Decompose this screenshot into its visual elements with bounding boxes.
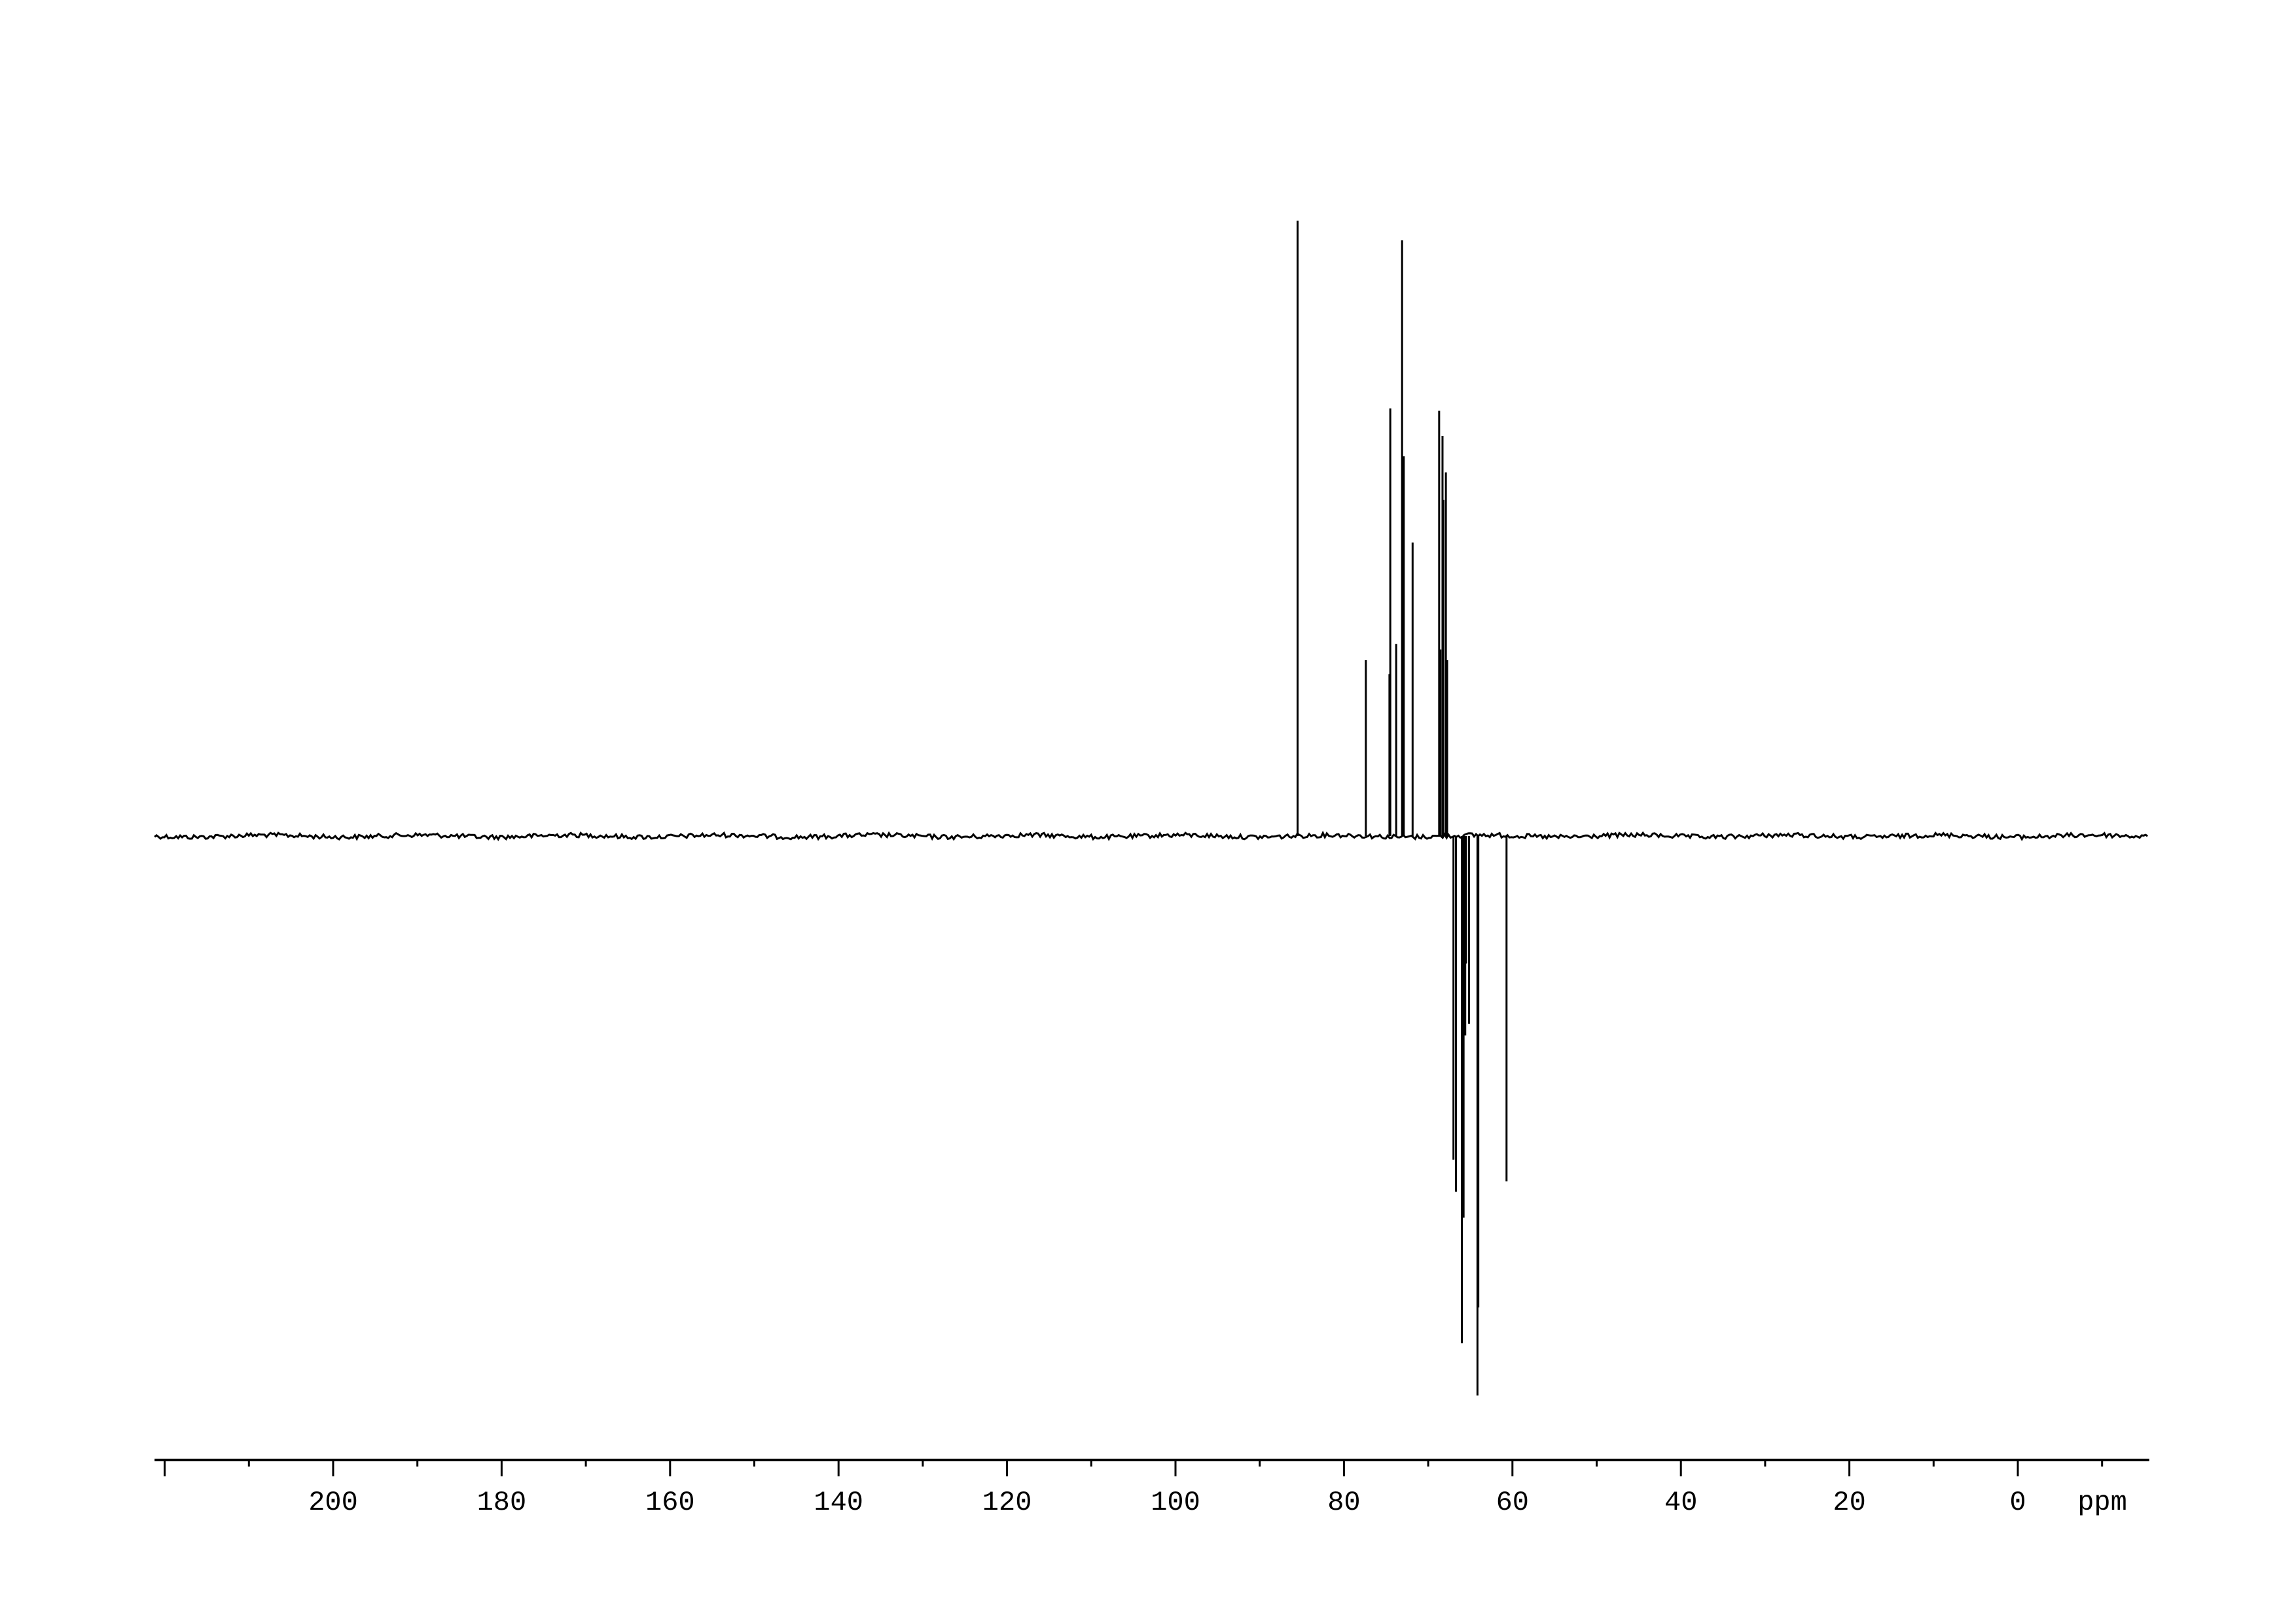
tick-label: 140 [814,1487,863,1518]
x-axis-tick-labels: 200 180 160 140 120 100 80 60 40 20 0 [308,1487,2026,1518]
x-axis-ticks [164,1460,2104,1476]
spectrum-baseline [154,830,2149,841]
tick-label: 40 [1664,1487,1697,1518]
tick-label: 160 [645,1487,695,1518]
spectrum-peaks [1297,221,1508,1396]
tick-label: 100 [1151,1487,1200,1518]
tick-label: 60 [1496,1487,1529,1518]
tick-label: 0 [2009,1487,2026,1518]
tick-label: 200 [308,1487,358,1518]
tick-label: 20 [1833,1487,1865,1518]
tick-label: 80 [1327,1487,1360,1518]
x-axis-unit-label: ppm [2077,1487,2127,1518]
tick-label: 180 [477,1487,527,1518]
tick-label: 120 [982,1487,1032,1518]
